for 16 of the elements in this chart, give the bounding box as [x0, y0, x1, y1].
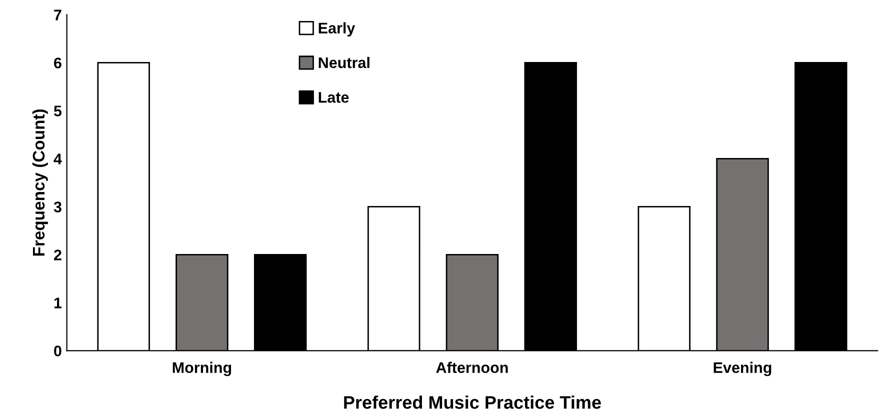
y-tick-label: 4	[54, 154, 62, 164]
legend-label: Early	[318, 22, 356, 37]
legend-label: Late	[318, 92, 349, 103]
x-tick-label: Morning	[172, 362, 232, 376]
y-axis-title: Frequency (Count)	[32, 109, 48, 256]
legend-label: Neutral	[318, 56, 370, 68]
y-tick-label: 5	[54, 106, 62, 116]
y-tick-label: 1	[54, 298, 62, 308]
x-axis-title: Preferred Music Practice Time	[344, 396, 601, 409]
x-tick-label: Afternoon	[436, 362, 508, 374]
y-tick-label: 6	[54, 58, 62, 68]
y-tick-label: 0	[54, 346, 62, 356]
x-tick-label: Evening	[714, 362, 772, 376]
y-tick-label: 7	[54, 10, 62, 20]
y-tick-label: 2	[54, 250, 62, 260]
y-tick-label: 3	[54, 202, 62, 212]
